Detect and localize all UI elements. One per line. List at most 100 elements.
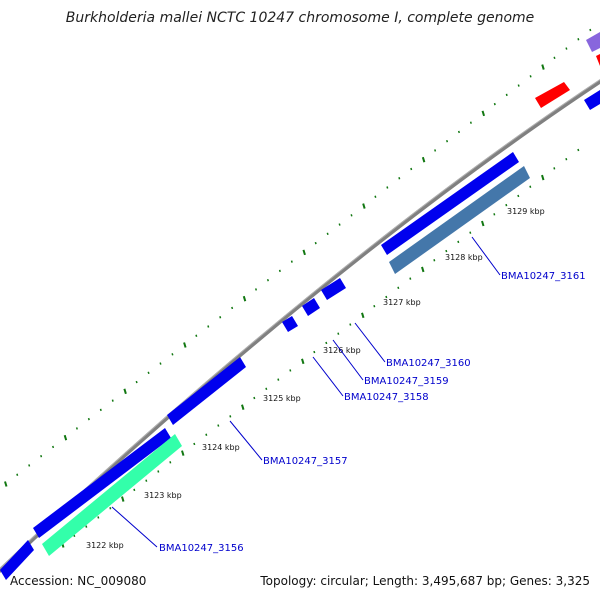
tick-mark — [121, 496, 125, 502]
tick-mark — [135, 380, 138, 384]
tick-mark — [183, 342, 187, 348]
tick-mark — [577, 148, 580, 152]
gene-feature[interactable] — [167, 357, 246, 425]
tick-mark — [217, 424, 220, 427]
tick-mark — [290, 260, 293, 263]
tick-mark — [207, 325, 210, 328]
tick-mark — [171, 353, 174, 356]
tick-mark — [481, 110, 486, 117]
tick-mark — [159, 362, 162, 365]
gene-label-3161[interactable]: BMA10247_3161 — [501, 271, 586, 282]
gene-feature[interactable] — [584, 90, 600, 110]
gene-feature[interactable] — [321, 278, 346, 300]
tick-mark — [253, 396, 256, 400]
gene-leader-line — [229, 420, 263, 461]
kbp-label: 3123 kbp — [144, 491, 182, 500]
tick-mark — [481, 220, 485, 227]
tick-mark — [289, 369, 292, 372]
tick-mark — [133, 488, 136, 492]
gene-leader-line — [111, 506, 158, 548]
tick-mark — [145, 479, 148, 482]
gene-label-3160[interactable]: BMA10247_3160 — [386, 358, 471, 369]
tick-mark — [337, 332, 340, 335]
tick-mark — [181, 450, 185, 456]
tick-mark — [433, 259, 436, 262]
gene-feature[interactable] — [381, 152, 519, 255]
gene-leader-line — [312, 356, 344, 397]
tick-mark — [565, 157, 568, 161]
tick-mark — [421, 156, 426, 163]
gene-label-3156[interactable]: BMA10247_3156 — [159, 543, 244, 554]
gene-leader-line — [354, 322, 386, 363]
tick-mark — [278, 269, 281, 273]
tick-mark — [85, 525, 88, 528]
tick-mark — [469, 231, 472, 234]
tick-mark — [314, 241, 317, 245]
tick-mark — [302, 249, 306, 256]
tick-mark — [361, 312, 365, 319]
tick-mark — [63, 434, 68, 441]
tick-mark — [410, 167, 413, 171]
tick-mark — [421, 266, 425, 273]
kbp-label: 3122 kbp — [86, 541, 124, 550]
tick-marks-outer — [4, 28, 592, 487]
gene-feature[interactable] — [0, 540, 34, 580]
genome-backbone — [0, 79, 600, 574]
tick-marks-inner — [61, 148, 580, 548]
tick-mark — [553, 56, 556, 60]
tick-mark — [109, 507, 112, 510]
tick-mark — [169, 461, 172, 464]
tick-mark — [157, 470, 160, 473]
tick-mark — [195, 334, 198, 337]
kbp-label: 3129 kbp — [507, 207, 545, 216]
gene-feature-steelblue[interactable] — [389, 166, 530, 274]
tick-mark — [111, 399, 114, 402]
kbp-label: 3128 kbp — [445, 253, 483, 262]
tick-mark — [205, 433, 208, 436]
tick-mark — [40, 454, 43, 458]
tick-mark — [374, 195, 377, 198]
gene-leader-line — [332, 339, 364, 381]
tick-mark — [398, 177, 401, 180]
accession-label: Accession: NC_009080 — [10, 574, 147, 588]
tick-mark — [231, 306, 234, 310]
tick-mark — [469, 121, 472, 124]
tick-mark — [254, 288, 258, 291]
other-feature[interactable] — [586, 32, 600, 52]
tick-mark — [325, 341, 328, 345]
tick-mark — [87, 417, 90, 421]
tick-mark — [219, 316, 222, 319]
tick-mark — [445, 249, 448, 253]
gene-feature[interactable] — [302, 298, 320, 316]
tick-mark — [457, 240, 460, 244]
tick-mark — [505, 93, 508, 97]
tick-mark — [565, 47, 568, 50]
gene-label-3159[interactable]: BMA10247_3159 — [364, 376, 449, 387]
tick-mark — [434, 149, 437, 152]
tick-mark — [350, 214, 353, 217]
kbp-label: 3125 kbp — [263, 394, 301, 403]
gene-label-3158[interactable]: BMA10247_3158 — [344, 392, 429, 403]
rna-feature[interactable] — [596, 54, 600, 66]
tick-mark — [589, 28, 592, 32]
tick-mark — [517, 194, 520, 198]
gene-feature[interactable] — [33, 428, 171, 538]
tick-mark — [529, 185, 532, 188]
tick-mark — [409, 277, 412, 280]
tick-mark — [529, 75, 532, 78]
tick-mark — [338, 223, 341, 226]
genome-title: Burkholderia mallei NCTC 10247 chromosom… — [65, 10, 535, 26]
tick-mark — [313, 350, 316, 354]
tick-mark — [99, 408, 102, 412]
gene-feature-green[interactable] — [42, 434, 182, 556]
rna-feature[interactable] — [535, 82, 570, 108]
gene-label-3157[interactable]: BMA10247_3157 — [263, 456, 348, 467]
tick-mark — [123, 388, 127, 395]
tick-mark — [577, 38, 580, 41]
tick-mark — [241, 404, 245, 410]
tick-mark — [266, 278, 269, 282]
gene-feature[interactable] — [282, 316, 298, 332]
tick-mark — [229, 415, 232, 418]
tick-mark — [277, 378, 280, 381]
